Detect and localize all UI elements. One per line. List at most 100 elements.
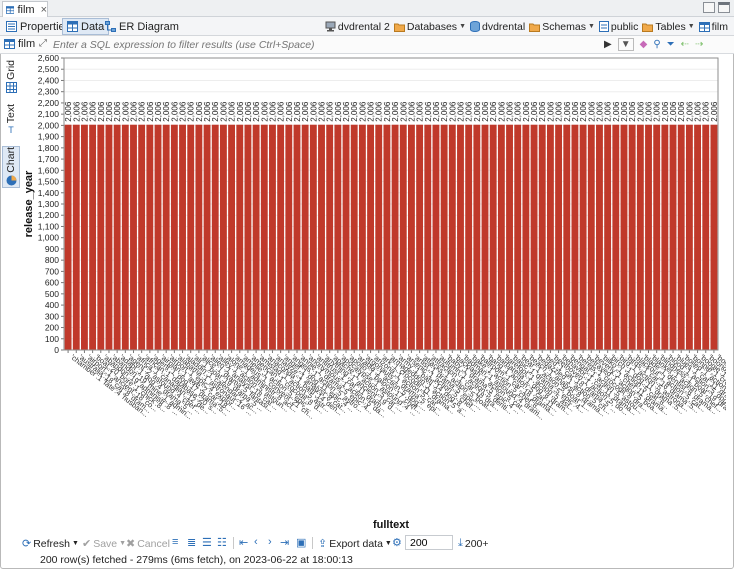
maximize-button[interactable] xyxy=(718,2,730,13)
bar[interactable] xyxy=(309,124,317,350)
bar[interactable] xyxy=(416,124,424,350)
bar[interactable] xyxy=(187,124,195,350)
tab-text[interactable]: Text T xyxy=(2,104,20,140)
bar[interactable] xyxy=(179,124,186,350)
fetch-size-gear-icon[interactable]: ⚙ xyxy=(392,537,402,549)
bar[interactable] xyxy=(219,124,227,350)
bar[interactable] xyxy=(653,124,661,350)
bar[interactable] xyxy=(252,124,260,350)
bar[interactable] xyxy=(89,124,97,350)
bar[interactable] xyxy=(596,124,603,350)
bar[interactable] xyxy=(97,124,105,350)
erase-filter-icon[interactable]: ◆ xyxy=(639,39,648,50)
bar[interactable] xyxy=(318,124,325,350)
navigate-back-icon[interactable]: ⇠ xyxy=(680,39,690,50)
editor-tab-film[interactable]: film × xyxy=(2,1,48,17)
breadcrumb-tables[interactable]: Tables ▼ xyxy=(642,21,695,33)
bar[interactable] xyxy=(326,124,334,350)
bar[interactable] xyxy=(358,124,366,350)
bar[interactable] xyxy=(301,124,309,350)
breadcrumb-database[interactable]: dvdrental xyxy=(470,21,525,33)
bar[interactable] xyxy=(121,124,129,350)
bar[interactable] xyxy=(334,124,342,350)
bar[interactable] xyxy=(342,124,350,350)
bar[interactable] xyxy=(530,124,538,350)
bar[interactable] xyxy=(440,124,448,350)
bar[interactable] xyxy=(506,124,513,350)
bar[interactable] xyxy=(399,124,407,350)
bar[interactable] xyxy=(64,124,72,350)
breadcrumb-schemas[interactable]: Schemas ▼ xyxy=(529,21,595,33)
close-icon[interactable]: × xyxy=(40,3,47,16)
bar[interactable] xyxy=(285,124,293,350)
bar[interactable] xyxy=(130,124,137,350)
export-data-button[interactable]: ⇪ Export data ▼ xyxy=(318,536,392,551)
bar[interactable] xyxy=(587,124,595,350)
bar[interactable] xyxy=(489,124,497,350)
bar[interactable] xyxy=(685,124,693,350)
bar[interactable] xyxy=(432,124,440,350)
tab-properties[interactable]: Properties xyxy=(2,18,74,35)
bar[interactable] xyxy=(367,124,374,350)
bar[interactable] xyxy=(661,124,669,350)
bar[interactable] xyxy=(710,124,718,350)
bar[interactable] xyxy=(424,124,432,350)
bar[interactable] xyxy=(72,124,80,350)
bar[interactable] xyxy=(620,124,628,350)
bar[interactable] xyxy=(579,124,587,350)
bar[interactable] xyxy=(677,124,685,350)
bar[interactable] xyxy=(481,124,489,350)
bar[interactable] xyxy=(138,124,146,350)
bar[interactable] xyxy=(628,124,636,350)
bar[interactable] xyxy=(228,124,236,350)
bar[interactable] xyxy=(269,124,276,350)
bar[interactable] xyxy=(522,124,530,350)
delete-row-icon[interactable]: ☷ xyxy=(217,537,227,549)
bar[interactable] xyxy=(105,124,113,350)
navigate-forward-icon[interactable]: ⇢ xyxy=(695,39,704,50)
tab-grid[interactable]: Grid xyxy=(2,60,20,98)
bar[interactable] xyxy=(236,124,244,350)
minimize-button[interactable] xyxy=(703,2,715,13)
bar[interactable] xyxy=(645,124,652,350)
bar[interactable] xyxy=(81,124,88,350)
bar[interactable] xyxy=(383,124,391,350)
bar[interactable] xyxy=(497,124,505,350)
refresh-button[interactable]: ⟳ Refresh ▼ xyxy=(22,536,79,551)
bar[interactable] xyxy=(457,124,464,350)
edit-row-icon[interactable]: ≡ xyxy=(172,536,179,548)
filter-input[interactable] xyxy=(53,37,599,52)
next-page-icon[interactable]: › xyxy=(268,536,272,548)
last-page-icon[interactable]: ⇥ xyxy=(280,537,290,549)
breadcrumb-connection[interactable]: dvdrental 2 xyxy=(325,21,390,33)
filter-funnel-icon[interactable]: ⏷ xyxy=(666,39,675,50)
bar[interactable] xyxy=(146,124,154,350)
bar[interactable] xyxy=(563,124,571,350)
bar[interactable] xyxy=(612,124,620,350)
bar[interactable] xyxy=(571,124,579,350)
bar[interactable] xyxy=(669,124,677,350)
bar[interactable] xyxy=(473,124,481,350)
save-button[interactable]: ✔ Save ▼ xyxy=(82,536,126,551)
bar[interactable] xyxy=(514,124,522,350)
bar[interactable] xyxy=(244,124,252,350)
add-row-icon[interactable]: ≣ xyxy=(187,537,197,549)
bar[interactable] xyxy=(113,124,121,350)
bar[interactable] xyxy=(391,124,399,350)
tab-data[interactable]: Data xyxy=(62,18,110,35)
bar[interactable] xyxy=(555,124,563,350)
bar[interactable] xyxy=(170,124,178,350)
fetch-size-input[interactable] xyxy=(405,535,453,550)
breadcrumb-table[interactable]: film xyxy=(698,21,728,33)
chevron-down-icon[interactable]: ▼ xyxy=(71,540,79,547)
expand-icon[interactable]: ⤢ xyxy=(39,38,47,49)
cancel-button[interactable]: ✖ Cancel xyxy=(126,536,170,551)
bar[interactable] xyxy=(604,124,612,350)
bar[interactable] xyxy=(350,124,358,350)
bar[interactable] xyxy=(277,124,285,350)
tab-er-diagram[interactable]: ER Diagram xyxy=(101,18,183,35)
bar[interactable] xyxy=(538,124,546,350)
filter-history-icon[interactable]: ▼ xyxy=(617,38,634,51)
bar[interactable] xyxy=(702,124,710,350)
bar[interactable] xyxy=(636,124,644,350)
